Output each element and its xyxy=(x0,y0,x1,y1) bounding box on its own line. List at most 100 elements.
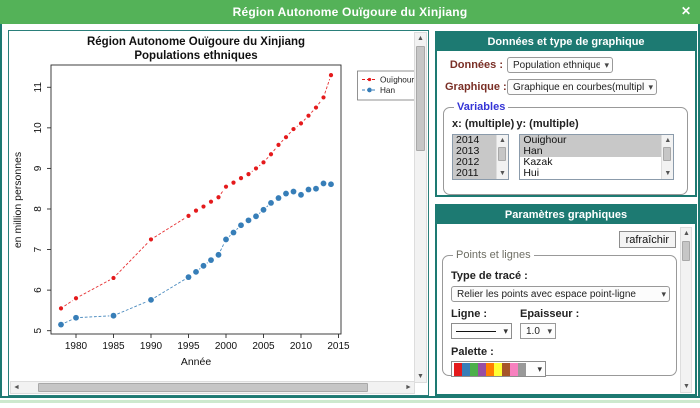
graphic-params-panel: Paramètres graphiques rafraîchir Points … xyxy=(435,204,697,396)
x-variable-column: x: (multiple) 2014 2013 2012 2011 ▲ ▼ xyxy=(450,116,514,180)
svg-text:11: 11 xyxy=(33,82,44,93)
svg-text:7: 7 xyxy=(33,246,44,252)
epaisseur-column: Epaisseur : 1.0 ▾ xyxy=(520,308,579,339)
x-listbox-scrollbar[interactable]: ▲ ▼ xyxy=(496,135,508,179)
scroll-down-icon[interactable]: ▼ xyxy=(664,170,672,177)
points-lines-fieldset: Points et lignes Type de tracé : Relier … xyxy=(442,249,677,377)
graphique-label: Graphique : xyxy=(445,81,507,93)
graphique-select[interactable]: Graphique en courbes(multiple) ▾ xyxy=(507,79,657,95)
svg-text:6: 6 xyxy=(33,287,44,293)
svg-text:Ouïghour: Ouïghour xyxy=(380,76,414,85)
epaisseur-select[interactable]: 1.0 ▾ xyxy=(520,323,556,339)
chevron-down-icon: ▾ xyxy=(604,59,609,70)
palette-swatch[interactable] xyxy=(486,362,494,376)
svg-text:1995: 1995 xyxy=(177,341,200,352)
svg-text:5: 5 xyxy=(33,327,44,333)
palette-swatch[interactable] xyxy=(494,362,502,376)
graphique-select-value: Graphique en courbes(multiple) xyxy=(513,81,645,93)
chevron-down-icon: ▾ xyxy=(503,325,508,336)
palette-swatch[interactable] xyxy=(462,362,470,376)
scroll-right-icon[interactable]: ► xyxy=(405,384,412,391)
scroll-left-icon[interactable]: ◄ xyxy=(13,384,20,391)
list-item[interactable]: 2012 xyxy=(453,157,496,168)
svg-text:Année: Année xyxy=(181,356,212,368)
trace-type-label: Type de tracé : xyxy=(451,270,528,282)
refresh-button[interactable]: rafraîchir xyxy=(618,231,676,248)
x-variable-label: x: (multiple) xyxy=(452,118,515,130)
chevron-down-icon: ▾ xyxy=(547,325,552,336)
svg-text:2015: 2015 xyxy=(327,341,350,352)
palette-swatch[interactable] xyxy=(454,362,462,376)
chart-panel: Région Autonome Ouïgoure du Xinjiang Popu… xyxy=(8,30,429,396)
svg-text:9: 9 xyxy=(33,165,44,171)
svg-text:Han: Han xyxy=(380,86,395,95)
footer-accent-line xyxy=(0,400,700,403)
svg-text:2005: 2005 xyxy=(252,341,275,352)
chevron-down-icon: ▾ xyxy=(661,288,666,299)
variables-legend: Variables xyxy=(454,101,509,113)
scroll-down-icon[interactable]: ▼ xyxy=(683,383,690,390)
scroll-up-icon[interactable]: ▲ xyxy=(683,230,690,237)
ligne-label: Ligne : xyxy=(451,308,488,320)
horizontal-scroll-thumb[interactable] xyxy=(38,383,368,392)
vertical-scroll-thumb[interactable] xyxy=(416,46,425,151)
params-panel-header: Paramètres graphiques xyxy=(437,206,695,224)
palette-select[interactable]: ▾ xyxy=(451,361,546,377)
window-titlebar: Région Autonome Ouïgoure du Xinjiang ✕ xyxy=(0,0,700,24)
data-panel-header: Données et type de graphique xyxy=(437,33,695,51)
ligne-column: Ligne : ▾ xyxy=(451,308,512,339)
epaisseur-label: Epaisseur : xyxy=(520,308,580,320)
chart-svg: Région Autonome Ouïgoure du Xinjiang Popu… xyxy=(12,36,416,368)
list-item[interactable]: 2013 xyxy=(453,146,496,157)
scroll-up-icon[interactable]: ▲ xyxy=(417,35,424,42)
x-listbox[interactable]: 2014 2013 2012 2011 ▲ ▼ xyxy=(452,134,509,180)
list-item[interactable]: Ouighour xyxy=(520,135,662,146)
list-item[interactable]: 2011 xyxy=(453,168,496,179)
chart-vertical-scrollbar[interactable]: ▲ ▼ xyxy=(414,32,427,383)
svg-text:Populations ethniques: Populations ethniques xyxy=(134,50,257,62)
scroll-down-icon[interactable]: ▼ xyxy=(499,170,506,177)
chevron-down-icon: ▾ xyxy=(537,363,542,374)
list-item[interactable]: Hui xyxy=(523,167,540,179)
params-vertical-scrollbar[interactable]: ▲ ▼ xyxy=(680,227,692,393)
scroll-up-icon[interactable]: ▲ xyxy=(499,137,506,144)
variables-fieldset: Variables x: (multiple) 2014 2013 2012 2011… xyxy=(443,101,688,195)
trace-type-select[interactable]: Relier les points avec espace point-lign… xyxy=(451,286,670,302)
palette-swatch[interactable] xyxy=(502,362,510,376)
close-icon[interactable]: ✕ xyxy=(680,4,691,18)
window-border xyxy=(0,24,700,398)
y-listbox-scrollbar[interactable]: ▲ ▼ xyxy=(661,135,674,179)
donnees-label: Données : xyxy=(449,59,503,71)
svg-text:1990: 1990 xyxy=(140,341,163,352)
palette-swatches xyxy=(454,362,526,376)
list-item[interactable]: 2014 xyxy=(453,135,496,146)
svg-text:2010: 2010 xyxy=(290,341,313,352)
line-style-select[interactable]: ▾ xyxy=(451,323,512,339)
y-listbox[interactable]: Ouighour Han Kazak Hui ▲ ▼ xyxy=(519,134,675,180)
y-variable-column: y: (multiple) Ouighour Han Kazak Hui ▲ ▼ xyxy=(514,116,675,180)
y-variable-label: y: (multiple) xyxy=(516,118,579,130)
x-listbox-scroll-thumb[interactable] xyxy=(498,147,506,161)
epaisseur-select-value: 1.0 xyxy=(526,325,540,337)
scroll-up-icon[interactable]: ▲ xyxy=(664,137,672,144)
donnees-select[interactable]: Population ethnique ▾ xyxy=(507,57,613,73)
points-lines-legend: Points et lignes xyxy=(453,249,534,261)
palette-swatch[interactable] xyxy=(518,362,526,376)
list-item[interactable]: Kazak xyxy=(523,156,553,168)
palette-swatch[interactable] xyxy=(510,362,518,376)
donnees-select-value: Population ethnique xyxy=(513,59,601,71)
svg-text:Région Autonome Ouïgoure du Xi: Région Autonome Ouïgoure du Xinjiang xyxy=(87,36,305,48)
chevron-down-icon: ▾ xyxy=(648,81,653,92)
scroll-down-icon[interactable]: ▼ xyxy=(417,373,424,380)
list-item[interactable]: Han xyxy=(520,146,662,157)
svg-text:8: 8 xyxy=(33,206,44,212)
palette-label: Palette : xyxy=(451,346,494,358)
chart-horizontal-scrollbar[interactable]: ◄ ► xyxy=(10,381,415,394)
palette-swatch[interactable] xyxy=(470,362,478,376)
params-scroll-thumb[interactable] xyxy=(682,241,690,261)
y-listbox-scroll-thumb[interactable] xyxy=(663,147,672,161)
svg-text:1980: 1980 xyxy=(65,341,88,352)
window-title: Région Autonome Ouïgoure du Xinjiang xyxy=(232,5,468,19)
palette-swatch[interactable] xyxy=(478,362,486,376)
